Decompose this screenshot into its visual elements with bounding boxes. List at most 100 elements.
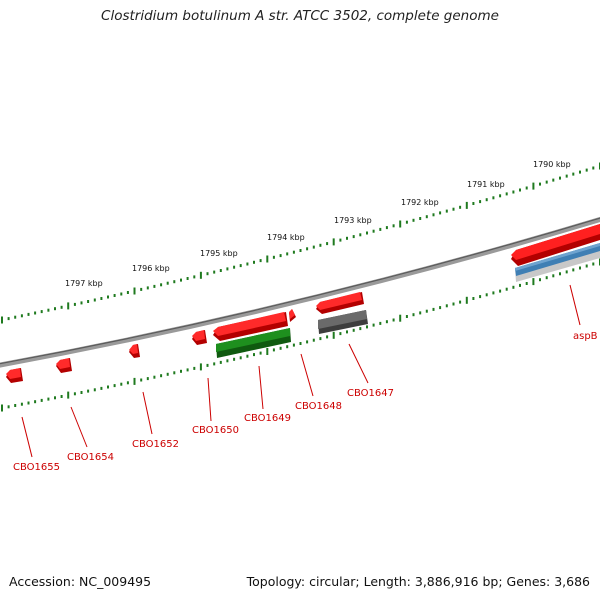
major-tick	[332, 238, 335, 246]
minor-tick	[87, 300, 90, 303]
minor-tick	[186, 368, 189, 372]
gene-CBO1648[interactable]	[289, 309, 296, 322]
gene-CBO1649[interactable]	[213, 312, 288, 341]
major-tick	[199, 363, 202, 371]
genome-title: Clostridium botulinum A str. ATCC 3502, …	[101, 8, 499, 24]
major-tick	[67, 302, 70, 310]
minor-tick	[326, 242, 329, 246]
minor-tick	[14, 315, 17, 319]
minor-tick	[166, 372, 169, 376]
minor-tick	[572, 172, 575, 176]
minor-tick	[80, 301, 83, 305]
major-tick	[465, 201, 468, 209]
minor-tick	[100, 386, 103, 390]
minor-tick	[180, 369, 182, 373]
gene-CBO1647[interactable]	[316, 292, 364, 314]
minor-tick	[7, 405, 10, 409]
minor-tick	[379, 227, 382, 231]
gene-CBO1654[interactable]	[56, 358, 72, 373]
gene-reverse-blue[interactable]	[515, 243, 600, 282]
minor-tick	[585, 168, 588, 172]
minor-tick	[140, 378, 143, 382]
minor-tick	[432, 307, 435, 311]
minor-tick	[572, 268, 575, 272]
gene-label-CBO1649[interactable]: CBO1649	[244, 413, 291, 424]
minor-tick	[485, 198, 488, 202]
gene-label-CBO1647[interactable]: CBO1647	[347, 388, 394, 399]
minor-tick	[47, 397, 50, 401]
kbp-label: 1795 kbp	[200, 249, 238, 258]
minor-tick	[346, 330, 348, 334]
accession-text: Accession: NC_009495	[9, 574, 152, 589]
minor-tick	[419, 311, 422, 315]
major-tick	[399, 220, 402, 228]
kbp-label: 1790 kbp	[533, 160, 571, 169]
minor-tick	[312, 245, 315, 249]
minor-tick	[472, 202, 475, 205]
minor-tick	[47, 308, 50, 312]
minor-tick	[153, 284, 156, 288]
gene-label-CBO1648[interactable]: CBO1648	[295, 401, 342, 412]
minor-tick	[34, 400, 37, 404]
minor-tick	[525, 186, 528, 190]
minor-tick	[366, 231, 368, 235]
gene-reverse-green[interactable]	[216, 328, 291, 358]
major-tick	[532, 182, 535, 190]
minor-tick	[565, 270, 568, 274]
minor-tick	[173, 280, 176, 284]
gene-CBO1652[interactable]	[129, 344, 140, 358]
minor-tick	[146, 377, 149, 381]
minor-tick	[60, 395, 63, 398]
gene-label-CBO1654[interactable]: CBO1654	[67, 452, 114, 463]
minor-tick	[592, 262, 595, 266]
minor-tick	[505, 192, 508, 196]
gene-CBO1655[interactable]	[6, 368, 23, 383]
minor-tick	[120, 292, 123, 296]
minor-tick	[452, 302, 455, 306]
minor-tick	[286, 345, 289, 349]
gene-label-CBO1652[interactable]: CBO1652	[132, 439, 179, 450]
minor-tick	[485, 293, 488, 297]
major-tick	[1, 404, 3, 412]
minor-tick	[253, 353, 255, 357]
minor-tick	[459, 205, 462, 209]
minor-tick	[219, 269, 222, 272]
minor-tick	[552, 274, 555, 278]
gene-label-CBO1655[interactable]: CBO1655	[13, 462, 60, 473]
gene-reverse-gray[interactable]	[318, 310, 368, 334]
minor-tick	[239, 356, 242, 360]
minor-tick	[246, 354, 249, 358]
minor-tick	[405, 315, 408, 318]
minor-tick	[359, 233, 362, 237]
minor-tick	[54, 396, 56, 400]
major-tick	[532, 278, 535, 286]
minor-tick	[146, 286, 149, 290]
minor-tick	[565, 174, 568, 178]
minor-tick	[512, 190, 515, 194]
minor-tick	[219, 360, 222, 364]
gene-label-aspB[interactable]: aspB	[573, 331, 598, 342]
minor-tick	[253, 260, 255, 264]
minor-tick	[73, 302, 76, 306]
minor-tick	[425, 309, 428, 313]
minor-tick	[87, 389, 90, 393]
minor-tick	[34, 311, 37, 315]
minor-tick	[492, 291, 495, 295]
gene-CBO1650[interactable]	[192, 330, 207, 345]
minor-tick	[559, 176, 561, 180]
minor-tick	[193, 275, 196, 279]
major-tick	[332, 331, 335, 339]
minor-tick	[186, 277, 189, 280]
minor-tick	[592, 166, 595, 170]
minor-tick	[226, 267, 229, 271]
minor-tick	[233, 265, 236, 269]
minor-tick	[246, 262, 249, 266]
minor-tick	[306, 340, 309, 344]
gene-aspB-forward[interactable]	[511, 224, 600, 266]
minor-tick	[233, 357, 236, 361]
minor-tick	[306, 247, 309, 251]
minor-tick	[126, 291, 129, 294]
genome-backbone	[0, 216, 600, 368]
gene-label-CBO1650[interactable]: CBO1650	[192, 425, 239, 436]
